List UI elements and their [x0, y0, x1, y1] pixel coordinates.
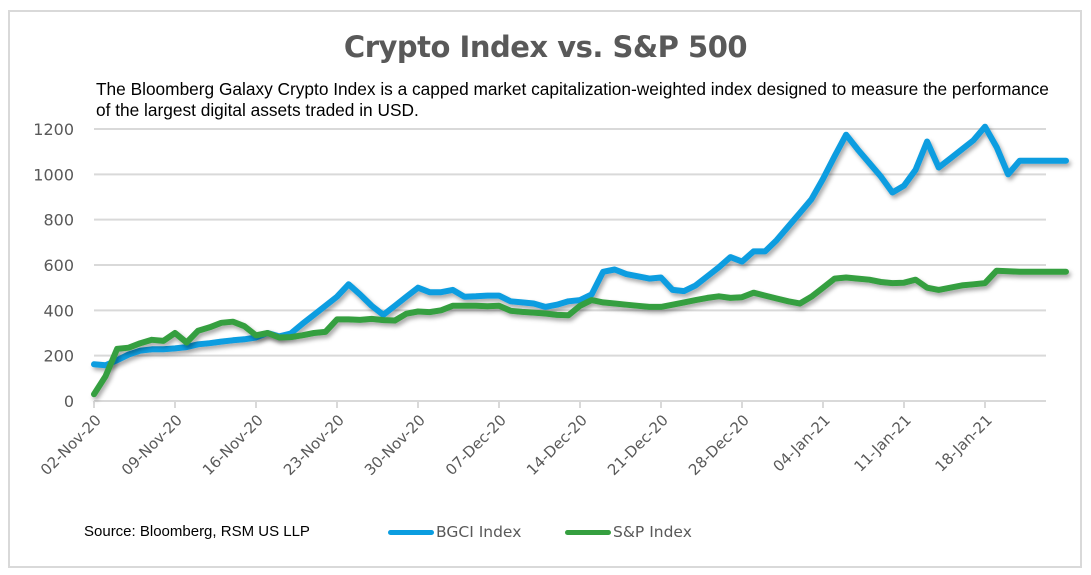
x-tick-label: 21-Dec-20	[604, 411, 672, 479]
legend-label-bgci: BGCI Index	[436, 523, 522, 541]
x-tick-label: 30-Nov-20	[361, 411, 429, 479]
x-tick-label: 16-Nov-20	[199, 411, 267, 479]
x-tick-label: 04-Jan-21	[770, 411, 834, 475]
chart-subtitle: The Bloomberg Galaxy Crypto Index is a c…	[96, 79, 1049, 120]
y-tick-label: 1200	[33, 120, 74, 139]
x-tick-label: 11-Jan-21	[851, 411, 915, 475]
x-tick-label: 23-Nov-20	[280, 411, 348, 479]
chart-frame	[8, 10, 1082, 568]
legend-swatch-sp	[565, 529, 611, 535]
x-tick-label: 07-Dec-20	[442, 411, 510, 479]
x-tick-label: 02-Nov-20	[37, 411, 105, 479]
legend-item-bgci: BGCI Index	[388, 523, 521, 541]
series-line-sp	[91, 267, 1069, 398]
series-lines	[91, 123, 1069, 398]
x-tick-label: 09-Nov-20	[118, 411, 186, 479]
legend-label-sp: S&P Index	[613, 523, 692, 541]
legend-swatch-bgci	[388, 529, 434, 535]
y-tick-label: 1000	[33, 165, 74, 184]
y-tick-label: 600	[43, 256, 74, 275]
legend-item-sp: S&P Index	[565, 523, 692, 541]
y-tick-label: 400	[43, 301, 74, 320]
x-tick-label: 28-Dec-20	[685, 411, 753, 479]
y-tick-label: 200	[43, 347, 74, 366]
y-axis-ticks: 0 200 400 600 800 1000 1200	[33, 120, 74, 411]
x-axis: 02-Nov-20 09-Nov-20 16-Nov-20 23-Nov-20 30-N…	[37, 401, 996, 479]
series-line-bgci	[91, 123, 1069, 369]
gridlines	[94, 128, 1046, 402]
y-tick-label: 0	[64, 392, 74, 411]
x-tick-label: 14-Dec-20	[523, 411, 591, 479]
source-note: Source: Bloomberg, RSM US LLP	[84, 523, 310, 540]
y-tick-label: 800	[43, 211, 74, 230]
chart-title: Crypto Index vs. S&P 500	[343, 30, 748, 64]
x-tick-label: 18-Jan-21	[932, 411, 996, 475]
